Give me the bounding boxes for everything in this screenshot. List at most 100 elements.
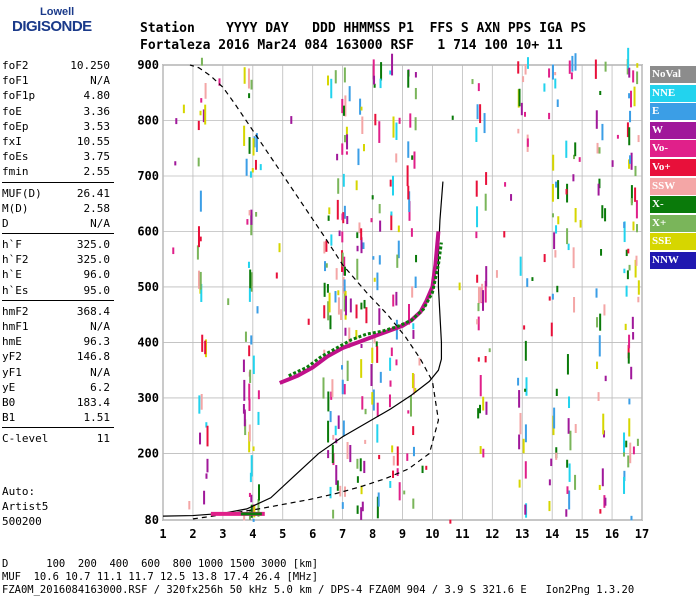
echo-mark [510,194,513,201]
echo-mark [348,327,351,349]
echo-mark [395,291,398,306]
echo-mark [628,159,631,169]
echo-mark [324,261,327,272]
echo-mark [411,286,414,298]
echo-mark [451,115,454,120]
echo-mark [630,198,633,206]
echo-mark [518,434,521,450]
echo-mark [370,364,373,387]
echo-mark [403,490,406,495]
param-row: h`E 96.0 [2,267,114,282]
logo-line2: DIGISONDE [12,18,92,35]
echo-mark [198,395,201,414]
echo-mark [341,231,344,243]
echo-mark [630,152,633,170]
echo-mark [637,280,640,295]
echo-mark [477,303,480,312]
echo-mark [522,76,525,83]
param-row: fmin 2.55 [2,164,114,179]
echo-mark [627,352,630,364]
header-labels: Station YYYY DAY DDD HHMMSS P1 FFS S AXN… [140,21,587,36]
param-row: h`F 325.0 [2,237,114,252]
echo-mark [395,122,398,140]
footer-distance-row: D 100 200 400 600 800 1000 1500 3000 [km… [2,558,319,570]
param-name: fmin [2,165,29,179]
echo-mark [627,47,630,69]
param-name: fxI [2,134,22,148]
echo-mark [632,332,635,340]
echo-mark [579,219,582,228]
echo-mark [389,481,392,488]
echo-mark [633,86,636,107]
echo-mark [250,494,253,503]
echo-mark [601,123,604,141]
echo-mark [341,98,344,114]
echo-mark [327,391,330,412]
echo-mark [371,347,374,363]
param-row: C-level 11 [2,431,114,446]
echo-mark [246,219,249,225]
echo-mark [556,99,559,107]
echo-mark [449,519,452,524]
param-value: N/A [90,365,110,379]
echo-mark [484,356,487,363]
echo-mark [414,276,417,289]
echo-mark [518,479,521,488]
echo-mark [327,215,330,221]
echo-mark [248,288,251,302]
echo-mark [360,343,363,349]
x-tick-label: 5 [279,527,286,541]
param-row: yE 6.2 [2,380,114,395]
param-row: B0 183.4 [2,395,114,410]
echo-mark [389,179,392,187]
echo-mark [565,188,568,195]
echo-mark [554,250,557,258]
echo-mark [634,165,637,177]
echo-mark [407,70,410,88]
echo-mark [331,444,334,464]
param-row: B1 1.51 [2,410,114,425]
echo-mark [566,354,569,375]
echo-mark [623,268,626,274]
echo-mark [337,415,340,429]
echo-mark [635,255,638,266]
param-row: foEs 3.75 [2,149,114,164]
echo-mark [346,441,349,460]
echo-mark [566,459,569,468]
echo-mark [248,424,251,442]
param-value: 3.75 [83,150,111,164]
echo-mark [569,430,572,451]
y-tick-label: 700 [137,169,159,183]
param-separator [2,233,114,235]
echo-mark [523,325,526,330]
param-name: foF2 [2,59,29,72]
echo-mark [495,270,498,278]
echo-mark [600,249,603,256]
echo-mark [573,154,576,160]
echo-mark [376,424,379,443]
param-name: hmF1 [2,320,29,333]
param-name: h`F [2,238,22,252]
legend-item: SSW [650,177,696,195]
echo-mark [634,187,637,202]
echo-mark [551,64,554,80]
echo-mark [257,484,260,501]
param-value: 146.8 [76,350,110,364]
echo-mark [341,252,344,267]
y-tick-label: 900 [137,58,159,72]
param-row: foF1 N/A [2,73,114,88]
echo-mark [566,228,569,245]
echo-mark [327,301,330,321]
dashed-profile-line [189,64,440,520]
echo-mark [199,271,202,290]
echo-mark [412,323,415,330]
echo-mark [412,446,415,457]
echo-mark [572,247,575,269]
echo-mark [341,143,344,155]
echo-mark [202,109,205,123]
echo-mark [307,318,310,325]
param-name: yE [2,380,16,394]
echo-mark [361,501,364,512]
echo-mark [197,120,200,131]
echo-mark [356,245,359,252]
